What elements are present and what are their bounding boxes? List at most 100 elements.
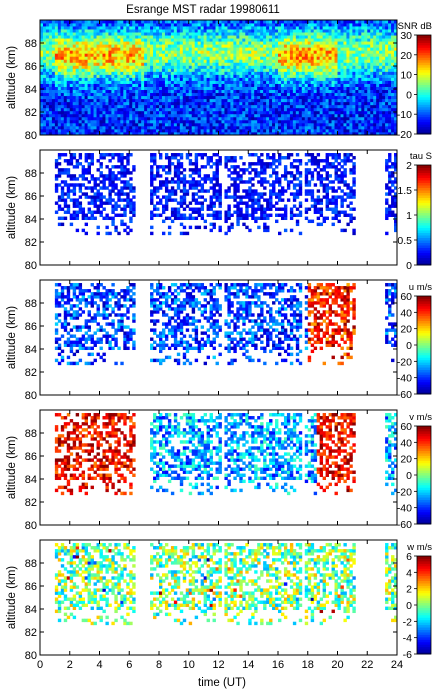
- heatmap-cell: [367, 95, 371, 100]
- heatmap-cell: [48, 89, 53, 94]
- heatmap-cell: [120, 26, 124, 30]
- heatmap-cell: [117, 80, 121, 84]
- heatmap-cell: [54, 159, 59, 163]
- heatmap-cell: [138, 86, 142, 91]
- heatmap-cell: [257, 101, 261, 106]
- heatmap-cell: [379, 125, 383, 130]
- heatmap-cell: [218, 32, 222, 36]
- heatmap-cell: [54, 80, 59, 84]
- heatmap-cell: [388, 101, 392, 106]
- heatmap-cell: [343, 116, 347, 121]
- heatmap-cell: [331, 116, 335, 121]
- heatmap-cell: [141, 41, 145, 45]
- heatmap-cell: [78, 153, 83, 157]
- heatmap-cell: [394, 80, 398, 84]
- heatmap-cell: [69, 156, 74, 160]
- heatmap-cell: [90, 26, 94, 30]
- heatmap-cell: [200, 128, 205, 133]
- heatmap-cell: [176, 20, 181, 24]
- heatmap-cell: [197, 128, 202, 133]
- heatmap-cell: [120, 213, 124, 217]
- heatmap-cell: [138, 131, 142, 136]
- heatmap-cell: [298, 113, 303, 118]
- heatmap-cell: [266, 32, 270, 36]
- heatmap-cell: [215, 95, 219, 100]
- heatmap-cell: [96, 119, 100, 124]
- heatmap-cell: [120, 174, 124, 178]
- heatmap-cell: [138, 89, 142, 94]
- heatmap-cell: [239, 86, 243, 91]
- heatmap-cell: [60, 116, 65, 121]
- heatmap-cell: [224, 98, 228, 103]
- heatmap-cell: [173, 86, 178, 91]
- heatmap-cell: [111, 165, 115, 169]
- heatmap-cell: [78, 98, 83, 103]
- heatmap-cell: [304, 122, 309, 127]
- heatmap-cell: [283, 77, 288, 81]
- heatmap-cell: [218, 56, 222, 60]
- colorbar-segment: [417, 69, 431, 73]
- heatmap-cell: [51, 26, 56, 30]
- heatmap-cell: [120, 116, 124, 121]
- heatmap-cell: [322, 62, 327, 66]
- heatmap-cell: [129, 38, 133, 42]
- heatmap-cell: [236, 128, 240, 133]
- heatmap-cell: [251, 41, 255, 45]
- heatmap-cell: [215, 41, 219, 45]
- heatmap-cell: [227, 125, 231, 130]
- heatmap-cell: [129, 113, 133, 118]
- heatmap-cell: [322, 38, 327, 42]
- heatmap-cell: [141, 62, 145, 66]
- heatmap-cell: [81, 116, 86, 121]
- heatmap-cell: [159, 83, 163, 87]
- heatmap-cell: [248, 104, 252, 109]
- heatmap-cell: [93, 95, 97, 100]
- heatmap-cell: [66, 131, 71, 136]
- heatmap-cell: [161, 65, 166, 69]
- heatmap-cell: [81, 216, 86, 221]
- heatmap-cell: [367, 83, 371, 87]
- heatmap-cell: [218, 23, 222, 27]
- heatmap-cell: [373, 131, 377, 136]
- heatmap-cell: [307, 47, 312, 51]
- heatmap-cell: [245, 32, 249, 36]
- heatmap-cell: [156, 56, 160, 60]
- heatmap-cell: [72, 26, 77, 30]
- heatmap-cell: [239, 101, 243, 106]
- heatmap-cell: [224, 119, 228, 124]
- heatmap-cell: [289, 83, 294, 87]
- heatmap-cell: [144, 29, 148, 33]
- heatmap-cell: [138, 113, 142, 118]
- heatmap-cell: [197, 98, 202, 103]
- heatmap-cell: [188, 47, 193, 51]
- colorbar-segment: [417, 116, 431, 120]
- heatmap-cell: [42, 80, 47, 84]
- heatmap-cell: [382, 59, 386, 63]
- heatmap-cell: [167, 44, 172, 48]
- heatmap-cell: [298, 65, 303, 69]
- heatmap-cell: [218, 44, 222, 48]
- heatmap-cell: [144, 122, 148, 127]
- heatmap-cell: [81, 74, 86, 78]
- heatmap-cell: [316, 116, 321, 121]
- heatmap-cell: [310, 107, 315, 112]
- heatmap-cell: [66, 104, 71, 109]
- heatmap-cell: [42, 38, 47, 42]
- heatmap-cell: [215, 122, 219, 127]
- heatmap-cell: [126, 98, 130, 103]
- heatmap-cell: [90, 104, 94, 109]
- heatmap-cell: [260, 131, 264, 136]
- heatmap-cell: [394, 38, 398, 42]
- heatmap-cell: [203, 29, 208, 33]
- colorbar-segment: [417, 42, 431, 46]
- heatmap-cell: [283, 98, 288, 103]
- heatmap-cell: [346, 77, 350, 81]
- heatmap-cell: [328, 74, 332, 78]
- heatmap-cell: [385, 47, 389, 51]
- heatmap-cell: [63, 201, 68, 205]
- heatmap-cell: [385, 29, 389, 33]
- heatmap-cell: [227, 110, 231, 115]
- heatmap-cell: [126, 107, 130, 112]
- heatmap-cell: [108, 74, 112, 78]
- heatmap-cell: [266, 35, 270, 39]
